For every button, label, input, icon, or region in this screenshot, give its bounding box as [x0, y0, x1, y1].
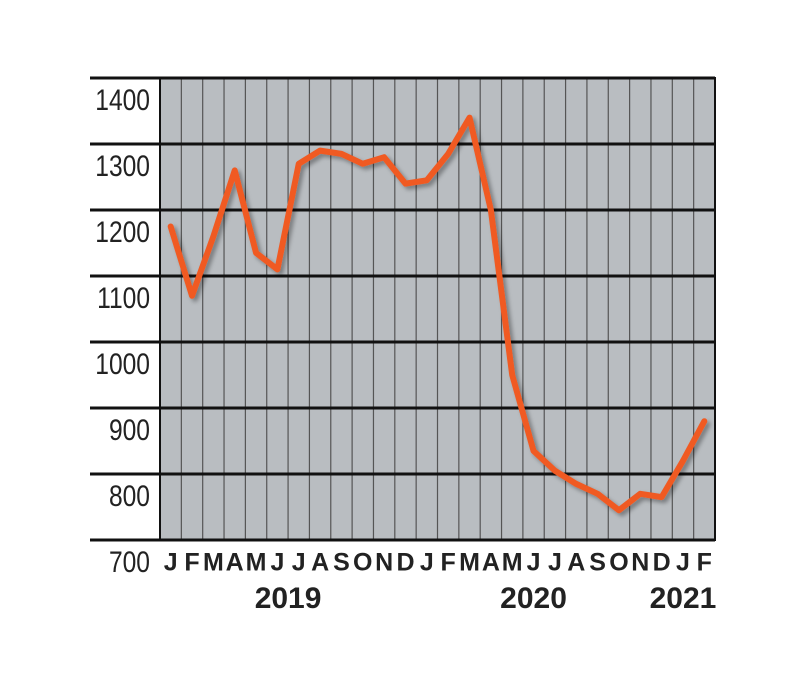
- x-tick-label: F: [697, 549, 712, 577]
- x-tick-label: J: [292, 549, 306, 577]
- x-tick-label: M: [203, 549, 224, 577]
- x-tick-label: A: [567, 549, 585, 577]
- y-tick-label: 900: [109, 413, 150, 447]
- x-tick-label: S: [589, 549, 606, 577]
- x-tick-label: N: [631, 549, 649, 577]
- x-tick-label: D: [653, 549, 671, 577]
- x-tick-label: N: [375, 549, 393, 577]
- x-tick-label: O: [353, 549, 372, 577]
- x-tick-label: J: [676, 549, 690, 577]
- x-tick-label: J: [270, 549, 284, 577]
- plot-frame: [159, 77, 716, 541]
- x-tick-label: J: [527, 549, 541, 577]
- y-tick-label: 700: [109, 545, 150, 579]
- x-tick-label: J: [548, 549, 562, 577]
- year-label: 2020: [500, 582, 567, 615]
- x-tick-label: O: [609, 549, 628, 577]
- y-tick-label: 1400: [95, 83, 150, 117]
- x-tick-label: D: [396, 549, 414, 577]
- y-tick-label: 1100: [97, 281, 150, 315]
- x-tick-label: A: [226, 549, 244, 577]
- x-tick-label: J: [420, 549, 434, 577]
- year-label: 2019: [255, 582, 322, 615]
- y-tick-label: 1000: [95, 347, 150, 381]
- y-tick-label: 1300: [95, 149, 150, 183]
- x-tick-label: F: [184, 549, 199, 577]
- x-tick-label: A: [311, 549, 329, 577]
- x-tick-label: M: [246, 549, 267, 577]
- x-tick-label: M: [459, 549, 480, 577]
- x-tick-label: M: [502, 549, 523, 577]
- x-tick-label: J: [164, 549, 178, 577]
- x-tick-label: S: [333, 549, 350, 577]
- x-tick-label: A: [482, 549, 500, 577]
- y-tick-label: 1200: [95, 215, 150, 249]
- y-tick-label: 800: [109, 479, 150, 513]
- x-tick-label: F: [441, 549, 456, 577]
- data-line: [167, 114, 708, 514]
- year-label: 2021: [650, 582, 717, 615]
